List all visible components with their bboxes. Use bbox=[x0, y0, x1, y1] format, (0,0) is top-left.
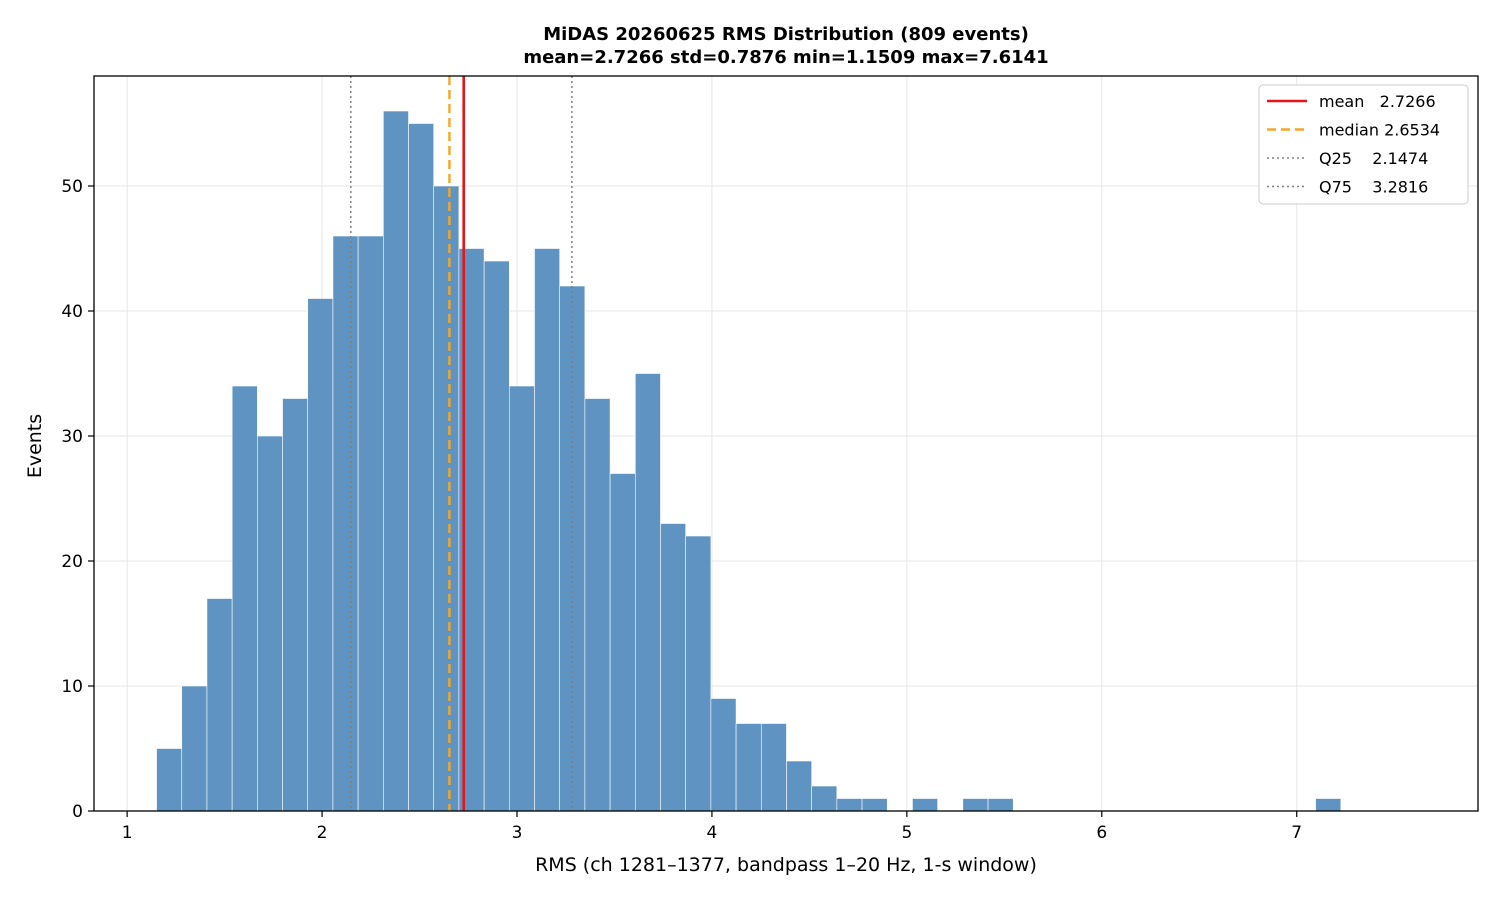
x-tick-label: 7 bbox=[1291, 823, 1302, 843]
mean-legend-label: mean 2.7266 bbox=[1319, 92, 1436, 111]
histogram-bar bbox=[861, 798, 888, 812]
y-tick-label: 0 bbox=[72, 802, 83, 822]
histogram-bar bbox=[357, 235, 384, 812]
plot-frame bbox=[93, 75, 1479, 812]
histogram-bar bbox=[912, 798, 938, 812]
histogram-bar bbox=[408, 123, 435, 812]
q25-legend-label: Q25 2.1474 bbox=[1319, 149, 1428, 168]
histogram-bar bbox=[660, 523, 686, 812]
x-tick-label: 6 bbox=[1096, 823, 1107, 843]
x-tick-label: 1 bbox=[122, 823, 133, 843]
q75-legend-label: Q75 3.2816 bbox=[1319, 178, 1428, 197]
histogram-bar bbox=[257, 435, 283, 812]
y-axis-label: Events bbox=[24, 414, 46, 478]
histogram-bar bbox=[1315, 798, 1342, 812]
legend: mean 2.7266 median 2.6534 Q25 2.1474 Q75 3.… bbox=[1258, 84, 1469, 205]
x-tick-label: 4 bbox=[707, 823, 718, 843]
histogram-bar bbox=[282, 398, 309, 812]
median-legend-label: median 2.6534 bbox=[1319, 121, 1440, 140]
histogram-bar bbox=[584, 398, 611, 812]
histogram-bar bbox=[735, 723, 762, 812]
y-tick-label: 30 bbox=[61, 427, 83, 447]
histogram-bar bbox=[786, 760, 812, 812]
chart-title: MiDAS 20260625 RMS Distribution (809 eve… bbox=[543, 24, 1029, 45]
histogram-bar bbox=[559, 285, 586, 812]
histogram-bar bbox=[332, 235, 359, 812]
histogram-bar bbox=[181, 685, 208, 812]
histogram-bar bbox=[685, 535, 712, 812]
legend-box bbox=[1258, 84, 1469, 205]
histogram-bar bbox=[156, 748, 183, 812]
histogram-bar bbox=[836, 798, 863, 812]
histogram-bar bbox=[483, 260, 510, 812]
chart-subtitle: mean=2.7266 std=0.7876 min=1.1509 max=7.… bbox=[523, 47, 1048, 68]
histogram-bars bbox=[156, 110, 1342, 812]
histogram-bar bbox=[634, 373, 661, 812]
y-axis-ticks: 0 10 20 30 40 50 bbox=[61, 177, 94, 822]
histogram-bar bbox=[206, 598, 233, 812]
histogram-bar bbox=[231, 385, 258, 812]
histogram-bar bbox=[383, 110, 409, 812]
histogram-bar bbox=[811, 785, 838, 812]
x-tick-label: 3 bbox=[512, 823, 523, 843]
histogram-bar bbox=[710, 698, 737, 812]
x-tick-label: 2 bbox=[317, 823, 328, 843]
x-axis-label: RMS (ch 1281–1377, bandpass 1–20 Hz, 1-s… bbox=[535, 854, 1037, 876]
x-axis-ticks: 1 2 3 4 5 6 7 bbox=[122, 811, 1302, 843]
histogram-bar bbox=[509, 385, 535, 812]
histogram-bar bbox=[609, 473, 636, 812]
y-tick-label: 20 bbox=[61, 552, 83, 572]
reference-lines bbox=[350, 76, 573, 811]
histogram-bar bbox=[962, 798, 989, 812]
histogram-bar bbox=[534, 248, 560, 812]
x-tick-label: 5 bbox=[901, 823, 912, 843]
y-tick-label: 50 bbox=[61, 177, 83, 197]
histogram-bar bbox=[987, 798, 1014, 812]
y-tick-label: 40 bbox=[61, 302, 83, 322]
y-tick-label: 10 bbox=[61, 677, 83, 697]
histogram-bar bbox=[307, 298, 334, 812]
histogram-bar bbox=[760, 723, 787, 812]
histogram-bar bbox=[433, 185, 460, 812]
